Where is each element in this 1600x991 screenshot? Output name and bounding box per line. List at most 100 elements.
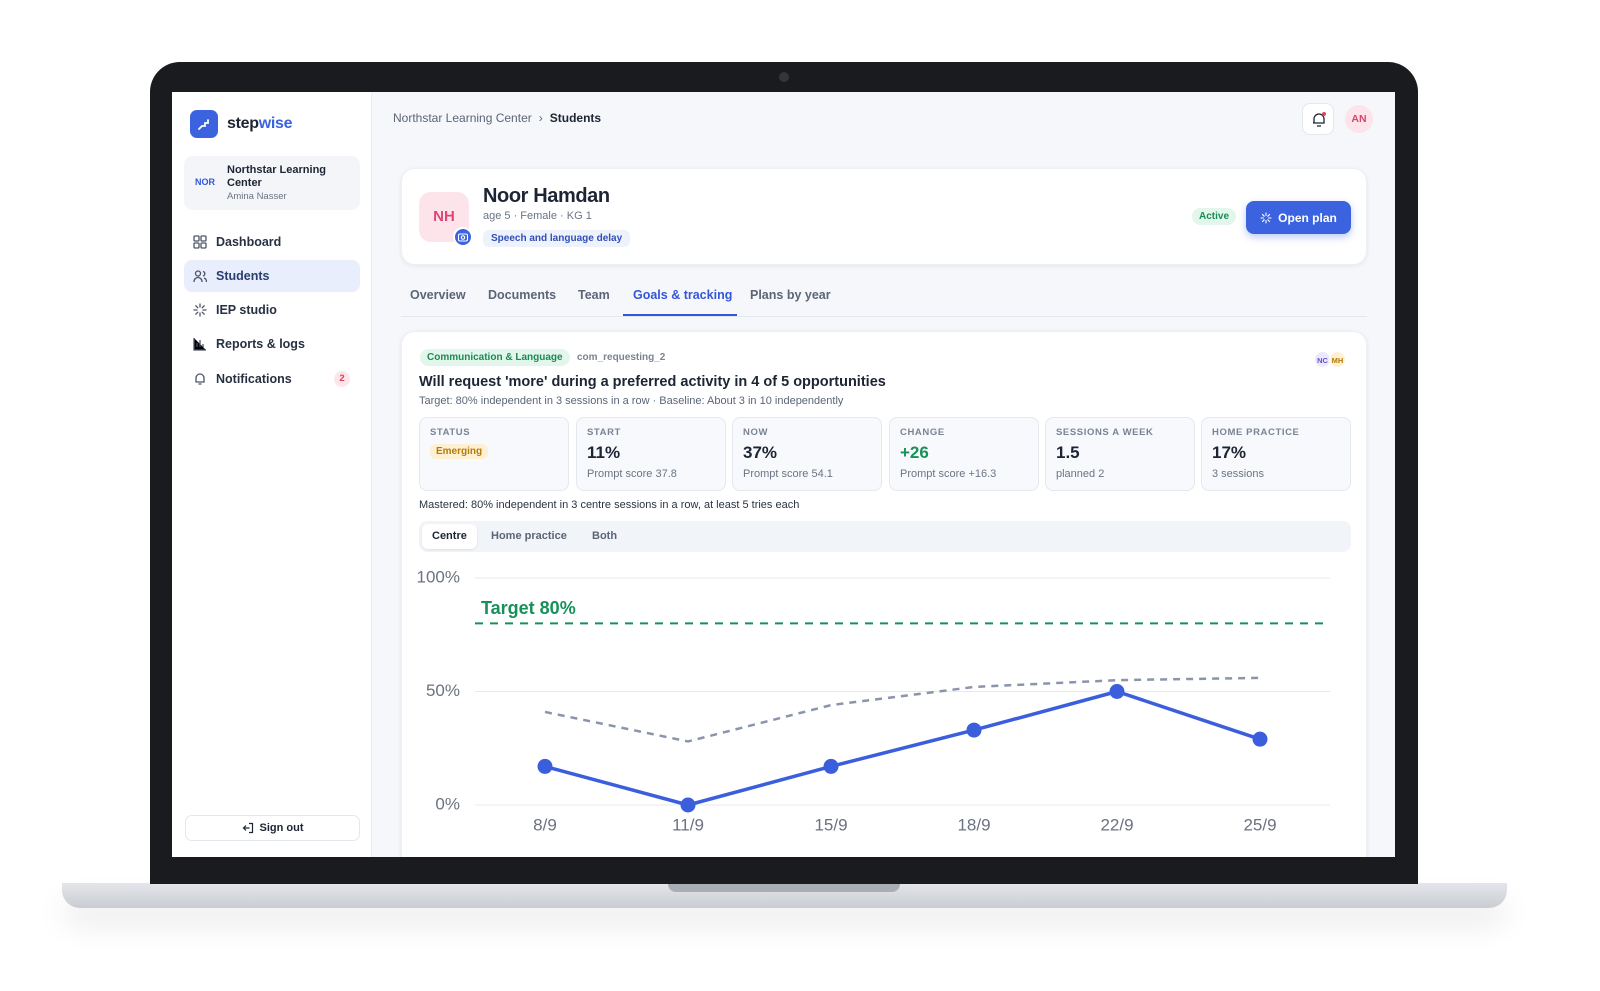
- x-tick-label: 22/9: [1100, 815, 1133, 834]
- nav-item[interactable]: Notifications 2: [184, 363, 360, 395]
- sign-out-button[interactable]: Sign out: [185, 815, 360, 841]
- stat-value: 37%: [743, 443, 778, 462]
- y-tick-label: 100%: [417, 567, 460, 586]
- stat-value: 1.5: [1056, 443, 1080, 462]
- view-option[interactable]: Home practice: [491, 530, 567, 542]
- brand: stepwise: [227, 115, 292, 133]
- logo-icon: [198, 119, 209, 130]
- breadcrumb-item[interactable]: Northstar Learning Center: [393, 111, 532, 125]
- open-plan-label: Open plan: [1278, 210, 1337, 225]
- tab[interactable]: Overview: [410, 288, 466, 302]
- screen: stepwise NOR Northstar Learning Center A…: [172, 92, 1395, 857]
- user-avatar[interactable]: AN: [1345, 105, 1373, 133]
- icon: [457, 233, 469, 242]
- tab-indicator: [623, 314, 737, 316]
- nav-item[interactable]: Reports & logs: [184, 328, 360, 360]
- nav-badge: 2: [334, 371, 350, 387]
- breadcrumb-item: Students: [549, 111, 602, 125]
- brand-second: wise: [258, 115, 293, 132]
- nav-label: IEP studio: [216, 303, 277, 317]
- stat-value: 17%: [1212, 443, 1247, 462]
- stat-card: STATUS Emerging: [419, 417, 569, 491]
- student-card: NH Noor Hamdan age 5 · Female · KG 1 Spe…: [401, 168, 1367, 265]
- stat-label: START: [587, 427, 621, 438]
- progress-chart: 0% 50% 100% 8/9 11/9 15/9 18/9 22/9 25/9 Target 8…: [417, 567, 1330, 834]
- stat-label: HOME PRACTICE: [1212, 427, 1300, 438]
- icon: [1260, 211, 1272, 224]
- stat-card: START 11% Prompt score 37.8: [576, 417, 726, 491]
- icon: [193, 235, 207, 249]
- point: [537, 758, 553, 774]
- x-tick-label: 18/9: [957, 815, 990, 834]
- tab[interactable]: Team: [578, 288, 610, 302]
- notification-button[interactable]: [1302, 103, 1334, 135]
- student-details: age 5 · Female · KG 1: [483, 210, 592, 222]
- nav-label: Dashboard: [216, 235, 282, 249]
- status-badge: Emerging: [430, 444, 489, 459]
- brand-first: step: [227, 115, 259, 132]
- goal-title: Will request 'more' during a preferred a…: [419, 374, 886, 390]
- view-switch: Centre Home practice Both: [419, 521, 1351, 552]
- team-avatar[interactable]: MH: [1329, 351, 1346, 368]
- org-user: Amina Nasser: [227, 191, 287, 202]
- photo-button[interactable]: [453, 227, 473, 247]
- nav-label: Reports & logs: [216, 337, 305, 351]
- stat-label: NOW: [743, 427, 769, 438]
- camera: [779, 72, 789, 82]
- org-badge: NOR: [195, 177, 215, 187]
- dashed-line: [544, 676, 1261, 743]
- stat-note: Prompt score +16.3: [900, 468, 997, 480]
- x-tick-label: 11/9: [672, 815, 704, 834]
- student-name: Noor Hamdan: [483, 185, 610, 207]
- nav-item[interactable]: Dashboard: [184, 226, 360, 258]
- tab[interactable]: Documents: [488, 288, 557, 302]
- line: [544, 689, 1261, 807]
- org-card[interactable]: NOR Northstar Learning Center Amina Nass…: [184, 156, 360, 210]
- nav-item[interactable]: Students: [184, 260, 360, 292]
- view-option[interactable]: Centre: [432, 530, 467, 542]
- x-tick-label: 8/9: [533, 815, 557, 834]
- stat-card: HOME PRACTICE 17% 3 sessions: [1201, 417, 1351, 491]
- stat-card: SESSIONS A WEEK 1.5 planned 2: [1045, 417, 1195, 491]
- status-pill: Active: [1192, 208, 1237, 225]
- nav-label: Students: [216, 269, 270, 283]
- x-tick-label: 25/9: [1243, 815, 1276, 834]
- goal-subtitle: Target: 80% independent in 3 sessions in…: [419, 395, 844, 407]
- tab[interactable]: Goals & tracking: [633, 288, 733, 302]
- point: [966, 722, 982, 738]
- stat-note: Prompt score 37.8: [587, 468, 677, 480]
- icon: [242, 822, 253, 834]
- org-name: Northstar Learning Center: [227, 164, 327, 189]
- goal-card: Communication & Language com_requesting_…: [401, 331, 1367, 857]
- point: [1252, 731, 1268, 747]
- nav-label: Notifications: [216, 372, 292, 386]
- view-option[interactable]: Both: [592, 530, 618, 542]
- target-label: Target 80%: [481, 598, 576, 618]
- open-plan-button[interactable]: Open plan: [1246, 201, 1351, 234]
- stat-card: NOW 37% Prompt score 54.1: [732, 417, 882, 491]
- laptop-notch: [668, 883, 900, 892]
- point: [823, 758, 839, 774]
- breadcrumb: Northstar Learning Center › Students: [393, 111, 601, 125]
- domain-pill: Communication & Language: [420, 349, 570, 366]
- stat-note: Prompt score 54.1: [743, 468, 833, 480]
- team-avatar[interactable]: NC: [1314, 351, 1331, 368]
- point: [680, 797, 696, 813]
- tab[interactable]: Plans by year: [750, 288, 831, 302]
- stat-note: planned 2: [1056, 468, 1105, 480]
- student-tag: Speech and language delay: [483, 230, 631, 247]
- active-view-bg: [422, 524, 477, 549]
- logo[interactable]: [190, 110, 218, 138]
- stat-label: STATUS: [430, 427, 471, 438]
- breadcrumb-sep: ›: [538, 111, 543, 125]
- sidebar: stepwise NOR Northstar Learning Center A…: [172, 92, 372, 857]
- icon: [193, 270, 207, 283]
- stat-note: 3 sessions: [1212, 468, 1264, 480]
- stat-card: CHANGE +26 Prompt score +16.3: [889, 417, 1039, 491]
- nav-item[interactable]: IEP studio: [184, 294, 360, 326]
- icon: [195, 373, 205, 385]
- icon: [193, 303, 207, 317]
- stat-label: SESSIONS A WEEK: [1056, 427, 1154, 438]
- icon: [1313, 112, 1326, 127]
